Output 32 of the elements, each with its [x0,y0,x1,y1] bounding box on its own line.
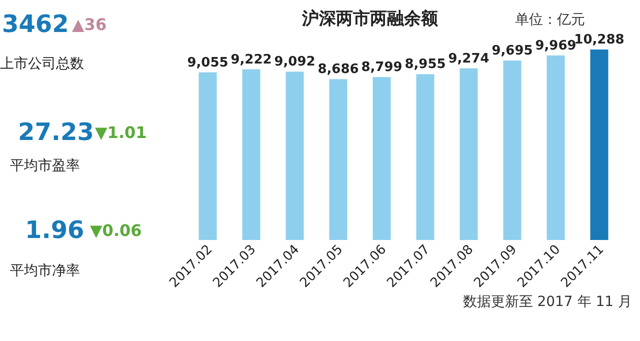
bar [286,72,304,240]
text: 上市公司总数 [0,56,84,72]
data-label: 9,055 [187,55,228,70]
data-label: 9,969 [535,38,576,54]
data-label: 9,222 [230,52,272,68]
data-label: 10,288 [574,32,624,48]
data-label: 8,955 [404,57,446,72]
data-label: 8,686 [318,62,359,78]
bar [372,77,391,240]
text: 27.23 [18,118,94,146]
text: 3462 [2,10,69,38]
bar [590,50,608,240]
text: 平均市盈率 [10,158,80,174]
bar [242,69,260,240]
bar [460,68,478,240]
bar [329,79,348,240]
text: ▼0.06 [90,221,142,240]
data-label: 9,695 [492,44,533,59]
data-label: 9,092 [274,54,316,70]
text: 1.96 [25,216,84,244]
bar [416,74,434,240]
text: ▼1.01 [95,123,147,142]
bar [546,55,565,240]
text: ▲36 [72,15,107,34]
text: 平均市净率 [10,263,80,279]
data-label: 8,799 [361,60,402,76]
bar [503,60,522,240]
bar [198,72,217,240]
chart-subtitle: 单位：亿元 [515,12,585,28]
data-label: 9,274 [448,51,490,66]
text: 数据更新至 2017 年 11 月 [462,294,632,310]
chart-title: 沪深两市两融余额 [301,9,439,29]
